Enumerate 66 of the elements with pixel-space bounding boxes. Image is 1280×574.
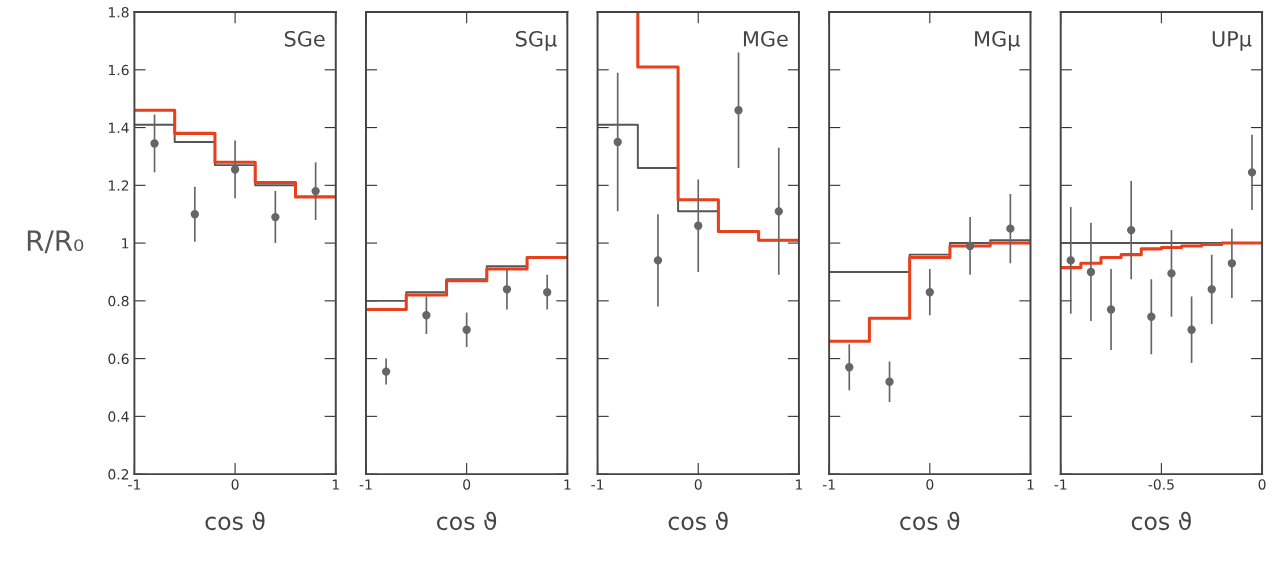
point bbox=[422, 311, 431, 320]
text: SGe bbox=[284, 30, 325, 47]
point bbox=[311, 186, 320, 196]
point bbox=[543, 288, 552, 297]
y-tick-label: 0.2 bbox=[108, 469, 129, 480]
point bbox=[1187, 325, 1196, 334]
point bbox=[150, 139, 159, 148]
x-tick-label: 0 bbox=[926, 479, 934, 490]
y-tick-label: 0.8 bbox=[108, 295, 129, 307]
point bbox=[653, 256, 663, 265]
x-axis-title: cos ϑ bbox=[668, 511, 728, 531]
text: MGμ bbox=[975, 30, 1020, 51]
x-tick-label: 1 bbox=[796, 479, 803, 490]
y-tick-label: 1 bbox=[122, 238, 129, 249]
y-tick-label: 0.4 bbox=[108, 411, 129, 422]
x-tick-label: 0 bbox=[694, 479, 702, 490]
y-tick-label: 1.6 bbox=[108, 64, 129, 76]
x-tick-label: -1 bbox=[591, 479, 604, 490]
point bbox=[925, 288, 934, 297]
point bbox=[1106, 305, 1116, 314]
x-tick-label: 0 bbox=[463, 479, 471, 490]
point bbox=[230, 165, 240, 174]
y-tick-label: 0.6 bbox=[108, 353, 129, 365]
point bbox=[965, 241, 975, 251]
point bbox=[845, 363, 854, 372]
x-tick-label: -1 bbox=[822, 479, 835, 490]
y-tick-label: 1.8 bbox=[108, 7, 129, 18]
y-tick-label: 1.2 bbox=[108, 180, 129, 191]
point bbox=[1247, 168, 1257, 177]
point bbox=[1147, 312, 1156, 321]
point bbox=[774, 207, 783, 216]
x-tick-label: 0 bbox=[231, 479, 239, 490]
point bbox=[694, 221, 703, 230]
x-tick-label: -1 bbox=[359, 479, 372, 490]
x-axis-title: cos ϑ bbox=[437, 511, 497, 531]
line-series bbox=[134, 108, 336, 199]
x-tick-label: 0 bbox=[1258, 479, 1266, 490]
point bbox=[381, 367, 391, 376]
point bbox=[885, 377, 894, 386]
text: SGμ bbox=[516, 30, 557, 51]
x-tick-label: -1 bbox=[128, 479, 141, 490]
x-tick-label: -1 bbox=[1054, 479, 1067, 490]
point bbox=[1086, 267, 1096, 277]
text: MGe bbox=[743, 30, 788, 47]
point bbox=[613, 137, 622, 147]
x-axis-title: cos ϑ bbox=[900, 511, 960, 531]
point bbox=[271, 212, 280, 222]
point bbox=[1066, 256, 1075, 265]
x-tick-label: 1 bbox=[564, 479, 571, 490]
point bbox=[1006, 224, 1015, 233]
x-tick-label: -0.5 bbox=[1148, 479, 1174, 490]
point bbox=[462, 325, 471, 334]
point bbox=[1167, 269, 1176, 278]
x-axis-title: cos ϑ bbox=[1131, 511, 1191, 531]
y-axis-title: R/R₀ bbox=[27, 230, 84, 254]
text: UPμ bbox=[1212, 31, 1252, 51]
x-axis-title: cos ϑ bbox=[205, 511, 265, 531]
point bbox=[502, 285, 512, 294]
point bbox=[734, 106, 743, 115]
point bbox=[1227, 259, 1237, 268]
x-tick-label: 1 bbox=[1027, 479, 1034, 490]
point bbox=[1207, 285, 1216, 294]
point bbox=[1127, 225, 1136, 235]
x-tick-label: 1 bbox=[332, 479, 339, 490]
point bbox=[190, 210, 199, 219]
y-tick-label: 1.4 bbox=[108, 122, 129, 133]
